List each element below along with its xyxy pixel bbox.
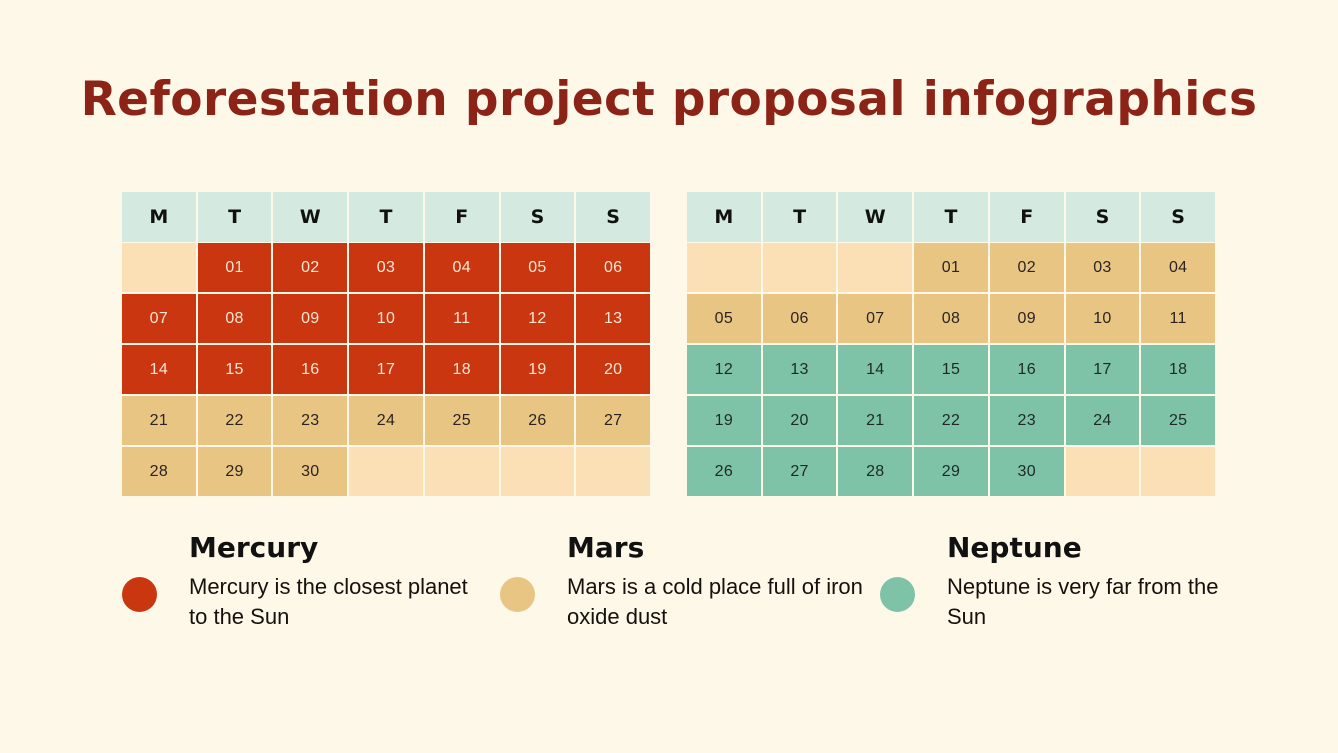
calendar-day-cell[interactable]: 22 xyxy=(197,396,272,445)
legend-description: Mercury is the closest planet to the Sun xyxy=(189,574,468,630)
weekday-header: S xyxy=(1141,192,1215,242)
page-title: Reforestation project proposal infograph… xyxy=(80,72,1258,127)
calendar-day-cell[interactable]: 24 xyxy=(349,396,423,445)
legend-title: Mars xyxy=(567,531,645,564)
calendar-day-cell[interactable]: 11 xyxy=(1141,294,1215,343)
calendar-day-cell[interactable]: 30 xyxy=(273,447,348,496)
legend-dot-icon xyxy=(122,577,157,612)
weekday-header: M xyxy=(122,192,196,242)
calendar-day-cell[interactable]: 05 xyxy=(500,243,575,292)
calendar-day-cell[interactable]: 20 xyxy=(576,345,650,394)
calendar-day-cell[interactable]: 01 xyxy=(914,243,988,292)
calendar-empty-cell xyxy=(1065,447,1140,496)
calendar-day-cell[interactable]: 20 xyxy=(762,396,837,445)
weekday-header: S xyxy=(500,192,575,242)
calendar-day-cell[interactable]: 21 xyxy=(838,396,913,445)
calendar-day-cell[interactable]: 25 xyxy=(424,396,499,445)
calendar-day-cell[interactable]: 11 xyxy=(424,294,499,343)
calendar-left: M T W T F S S 01 02 03 04 05 06 07 08 09 10 11 12 13 14 15 16 1… xyxy=(122,192,650,496)
calendar-day-cell[interactable]: 08 xyxy=(914,294,988,343)
calendar-empty-cell xyxy=(349,447,423,496)
calendar-day-cell[interactable]: 16 xyxy=(273,345,348,394)
calendar-day-cell[interactable]: 19 xyxy=(687,396,761,445)
calendar-day-cell[interactable]: 18 xyxy=(424,345,499,394)
calendar-day-cell[interactable]: 09 xyxy=(989,294,1064,343)
calendar-day-cell[interactable]: 19 xyxy=(500,345,575,394)
calendar-day-cell[interactable]: 23 xyxy=(989,396,1064,445)
calendar-day-cell[interactable]: 03 xyxy=(349,243,423,292)
weekday-header: S xyxy=(1065,192,1140,242)
weekday-header: T xyxy=(762,192,837,242)
calendar-empty-cell xyxy=(1141,447,1215,496)
weekday-header: T xyxy=(349,192,423,242)
calendar-empty-cell xyxy=(500,447,575,496)
calendar-day-cell[interactable]: 24 xyxy=(1065,396,1140,445)
calendar-day-cell[interactable]: 30 xyxy=(989,447,1064,496)
calendar-day-cell[interactable]: 26 xyxy=(500,396,575,445)
calendar-day-cell[interactable]: 18 xyxy=(1141,345,1215,394)
legend-title: Mercury xyxy=(189,531,319,564)
calendar-day-cell[interactable]: 10 xyxy=(1065,294,1140,343)
calendar-day-cell[interactable]: 01 xyxy=(197,243,272,292)
calendar-day-cell[interactable]: 15 xyxy=(197,345,272,394)
calendar-day-cell[interactable]: 26 xyxy=(687,447,761,496)
calendar-day-cell[interactable]: 29 xyxy=(914,447,988,496)
weekday-header: T xyxy=(197,192,272,242)
calendar-empty-cell xyxy=(424,447,499,496)
weekday-header: M xyxy=(687,192,761,242)
weekday-header: T xyxy=(914,192,988,242)
calendar-day-cell[interactable]: 27 xyxy=(576,396,650,445)
calendar-day-cell[interactable]: 15 xyxy=(914,345,988,394)
calendar-day-cell[interactable]: 12 xyxy=(687,345,761,394)
calendar-day-cell[interactable]: 21 xyxy=(122,396,196,445)
legend-description: Mars is a cold place full of iron oxide … xyxy=(567,574,863,630)
weekday-header: W xyxy=(273,192,348,242)
legend-description: Neptune is very far from the Sun xyxy=(947,574,1219,630)
calendar-day-cell[interactable]: 02 xyxy=(989,243,1064,292)
weekday-header: F xyxy=(989,192,1064,242)
weekday-header: F xyxy=(424,192,499,242)
calendar-day-cell[interactable]: 07 xyxy=(838,294,913,343)
calendar-right: M T W T F S S 01 02 03 04 05 06 07 08 09 10 11 12 13 14 15 16 1… xyxy=(687,192,1215,496)
calendar-day-cell[interactable]: 06 xyxy=(576,243,650,292)
legend-body: Mars Mars is a cold place full of iron o… xyxy=(567,533,867,632)
calendar-empty-cell xyxy=(838,243,913,292)
calendar-day-cell[interactable]: 22 xyxy=(914,396,988,445)
calendar-day-cell[interactable]: 02 xyxy=(273,243,348,292)
calendar-empty-cell xyxy=(762,243,837,292)
calendar-empty-cell xyxy=(687,243,761,292)
calendar-day-cell[interactable]: 12 xyxy=(500,294,575,343)
weekday-header: W xyxy=(838,192,913,242)
calendar-day-cell[interactable]: 03 xyxy=(1065,243,1140,292)
calendar-day-cell[interactable]: 10 xyxy=(349,294,423,343)
calendar-empty-cell xyxy=(576,447,650,496)
calendar-day-cell[interactable]: 14 xyxy=(838,345,913,394)
calendar-day-cell[interactable]: 06 xyxy=(762,294,837,343)
calendar-day-cell[interactable]: 04 xyxy=(1141,243,1215,292)
calendar-day-cell[interactable]: 05 xyxy=(687,294,761,343)
legend-body: Mercury Mercury is the closest planet to… xyxy=(189,533,489,632)
legend-dot-icon xyxy=(880,577,915,612)
legend-body: Neptune Neptune is very far from the Sun xyxy=(947,533,1247,632)
calendar-day-cell[interactable]: 13 xyxy=(576,294,650,343)
calendar-day-cell[interactable]: 07 xyxy=(122,294,196,343)
calendar-day-cell[interactable]: 14 xyxy=(122,345,196,394)
weekday-header: S xyxy=(576,192,650,242)
legend-dot-icon xyxy=(500,577,535,612)
calendar-day-cell[interactable]: 17 xyxy=(349,345,423,394)
calendar-day-cell[interactable]: 29 xyxy=(197,447,272,496)
legend-title: Neptune xyxy=(947,531,1082,564)
calendar-day-cell[interactable]: 17 xyxy=(1065,345,1140,394)
calendar-day-cell[interactable]: 23 xyxy=(273,396,348,445)
calendar-day-cell[interactable]: 28 xyxy=(122,447,196,496)
calendar-day-cell[interactable]: 04 xyxy=(424,243,499,292)
calendar-day-cell[interactable]: 25 xyxy=(1141,396,1215,445)
calendar-day-cell[interactable]: 27 xyxy=(762,447,837,496)
calendar-empty-cell xyxy=(122,243,196,292)
calendar-day-cell[interactable]: 08 xyxy=(197,294,272,343)
calendar-day-cell[interactable]: 28 xyxy=(838,447,913,496)
calendar-day-cell[interactable]: 09 xyxy=(273,294,348,343)
calendar-day-cell[interactable]: 16 xyxy=(989,345,1064,394)
calendar-day-cell[interactable]: 13 xyxy=(762,345,837,394)
